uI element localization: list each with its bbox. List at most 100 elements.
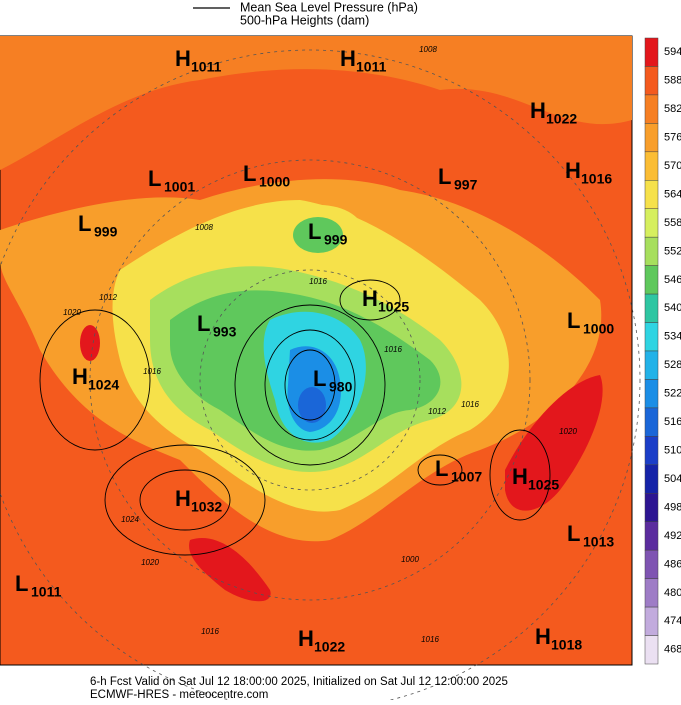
fill-region — [505, 375, 603, 511]
colorbar-label: 516 — [664, 416, 681, 428]
colorbar-label: 552 — [664, 245, 681, 257]
colorbar-cell — [644, 94, 659, 124]
pressure-letter: H — [175, 486, 191, 511]
map-area — [0, 35, 641, 705]
colorbar-cell — [644, 180, 659, 209]
colorbar-label: 588 — [664, 75, 681, 87]
pressure-letter: L — [567, 308, 580, 333]
colorbar-label: 582 — [664, 103, 681, 115]
colorbar-cell — [644, 350, 659, 380]
pressure-value: 1011 — [191, 59, 222, 75]
pressure-value: 997 — [454, 177, 478, 193]
isobar-label: 1016 — [201, 627, 219, 636]
colorbar-label: 522 — [664, 388, 681, 400]
colorbar-cell — [644, 208, 659, 238]
pressure-letter: L — [313, 366, 326, 391]
pressure-letter: H — [362, 286, 378, 311]
colorbar-label: 504 — [664, 473, 681, 485]
colorbar-label: 546 — [664, 274, 681, 286]
pressure-value: 1000 — [583, 321, 614, 337]
isobars — [39, 279, 551, 556]
pressure-letter: L — [15, 571, 28, 596]
colorbar-label: 576 — [664, 131, 681, 143]
colorbar-cell — [644, 236, 659, 266]
isobar-label: 1016 — [384, 345, 402, 354]
pressure-value: 1024 — [88, 377, 119, 393]
pressure-letter: H — [535, 624, 551, 649]
colorbar-label: 564 — [664, 188, 681, 200]
colorbar-label: 528 — [664, 359, 681, 371]
colorbar-label: 570 — [664, 160, 681, 172]
legend-label: 500-hPa Heights (dam) — [240, 13, 369, 27]
pressure-letter: H — [175, 46, 191, 71]
colorbar-cell — [644, 606, 659, 636]
footer-text: 6-h Fcst Valid on Sat Jul 12 18:00:00 20… — [90, 676, 508, 688]
colorbar-label: 594 — [664, 46, 681, 58]
pressure-letter: L — [438, 164, 451, 189]
pressure-value: 999 — [324, 232, 348, 248]
pressure-value: 999 — [94, 224, 118, 240]
colorbar-label: 558 — [664, 217, 681, 229]
isobar-label: 1016 — [461, 400, 479, 409]
colorbar-cell — [644, 123, 659, 153]
colorbar-label: 474 — [664, 615, 681, 627]
colorbar-cell — [644, 464, 659, 494]
colorbar-label: 480 — [664, 587, 681, 599]
pressure-value: 980 — [329, 379, 353, 395]
pressure-letter: L — [78, 211, 91, 236]
fill-region — [80, 325, 100, 361]
colorbar-label: 540 — [664, 302, 681, 314]
fill-region — [189, 538, 271, 602]
colorbar-cell — [644, 379, 659, 409]
pressure-letter: H — [72, 364, 88, 389]
colorbar-label: 510 — [664, 444, 681, 456]
isobar-label: 1024 — [121, 515, 139, 524]
colorbar-cell — [644, 436, 659, 466]
colorbar-label: 498 — [664, 501, 681, 513]
isobar-label: 1016 — [143, 367, 161, 376]
isobar-label: 1020 — [141, 558, 159, 567]
colorbar-cell — [644, 37, 659, 67]
pressure-value: 1007 — [451, 469, 482, 485]
latitude-circles — [0, 49, 641, 705]
legend-label: Mean Sea Level Pressure (hPa) — [240, 0, 418, 14]
colorbar-cell — [644, 578, 659, 608]
pressure-value: 1025 — [378, 299, 409, 315]
colorbar-cell — [644, 407, 659, 437]
colorbar-cell — [644, 265, 659, 295]
colorbar-cell — [644, 493, 659, 522]
colorbar-cell — [644, 151, 659, 181]
colorbar-label: 486 — [664, 558, 681, 570]
pressure-letter: L — [308, 219, 321, 244]
isobar-label: 1016 — [309, 277, 327, 286]
pressure-value: 1022 — [546, 111, 577, 127]
fill-region — [298, 387, 326, 423]
colorbar-cell — [644, 322, 659, 352]
fill-region — [0, 36, 632, 170]
colorbar-cell — [644, 635, 659, 665]
fill-region — [293, 217, 343, 253]
pressure-value: 1013 — [583, 534, 614, 550]
colorbar-cell — [644, 293, 659, 323]
pressure-value: 1022 — [314, 639, 345, 655]
pressure-letter: L — [197, 311, 210, 336]
isobar-label: 1020 — [63, 308, 81, 317]
footer-text: ECMWF-HRES - meteocentre.com — [90, 689, 268, 700]
isobar-label: 1012 — [99, 293, 117, 302]
pressure-value: 993 — [213, 324, 237, 340]
pressure-value: 1025 — [528, 477, 559, 493]
pressure-value: 1016 — [581, 171, 612, 187]
colorbar-label: 492 — [664, 530, 681, 542]
pressure-letter: H — [530, 98, 546, 123]
colorbar-cell — [644, 66, 659, 96]
pressure-letter: H — [512, 464, 528, 489]
isobar-label: 1012 — [428, 407, 446, 416]
pressure-value: 1001 — [164, 179, 195, 195]
pressure-value: 1011 — [356, 59, 387, 75]
colorbar-cell — [644, 549, 659, 579]
isobar-label: 1008 — [195, 223, 213, 232]
pressure-letter: H — [565, 158, 581, 183]
pressure-value: 1011 — [31, 584, 62, 600]
pressure-value: 1000 — [259, 174, 290, 190]
